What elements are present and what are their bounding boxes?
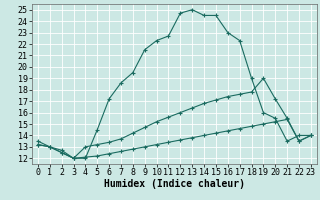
X-axis label: Humidex (Indice chaleur): Humidex (Indice chaleur) [104, 179, 245, 189]
